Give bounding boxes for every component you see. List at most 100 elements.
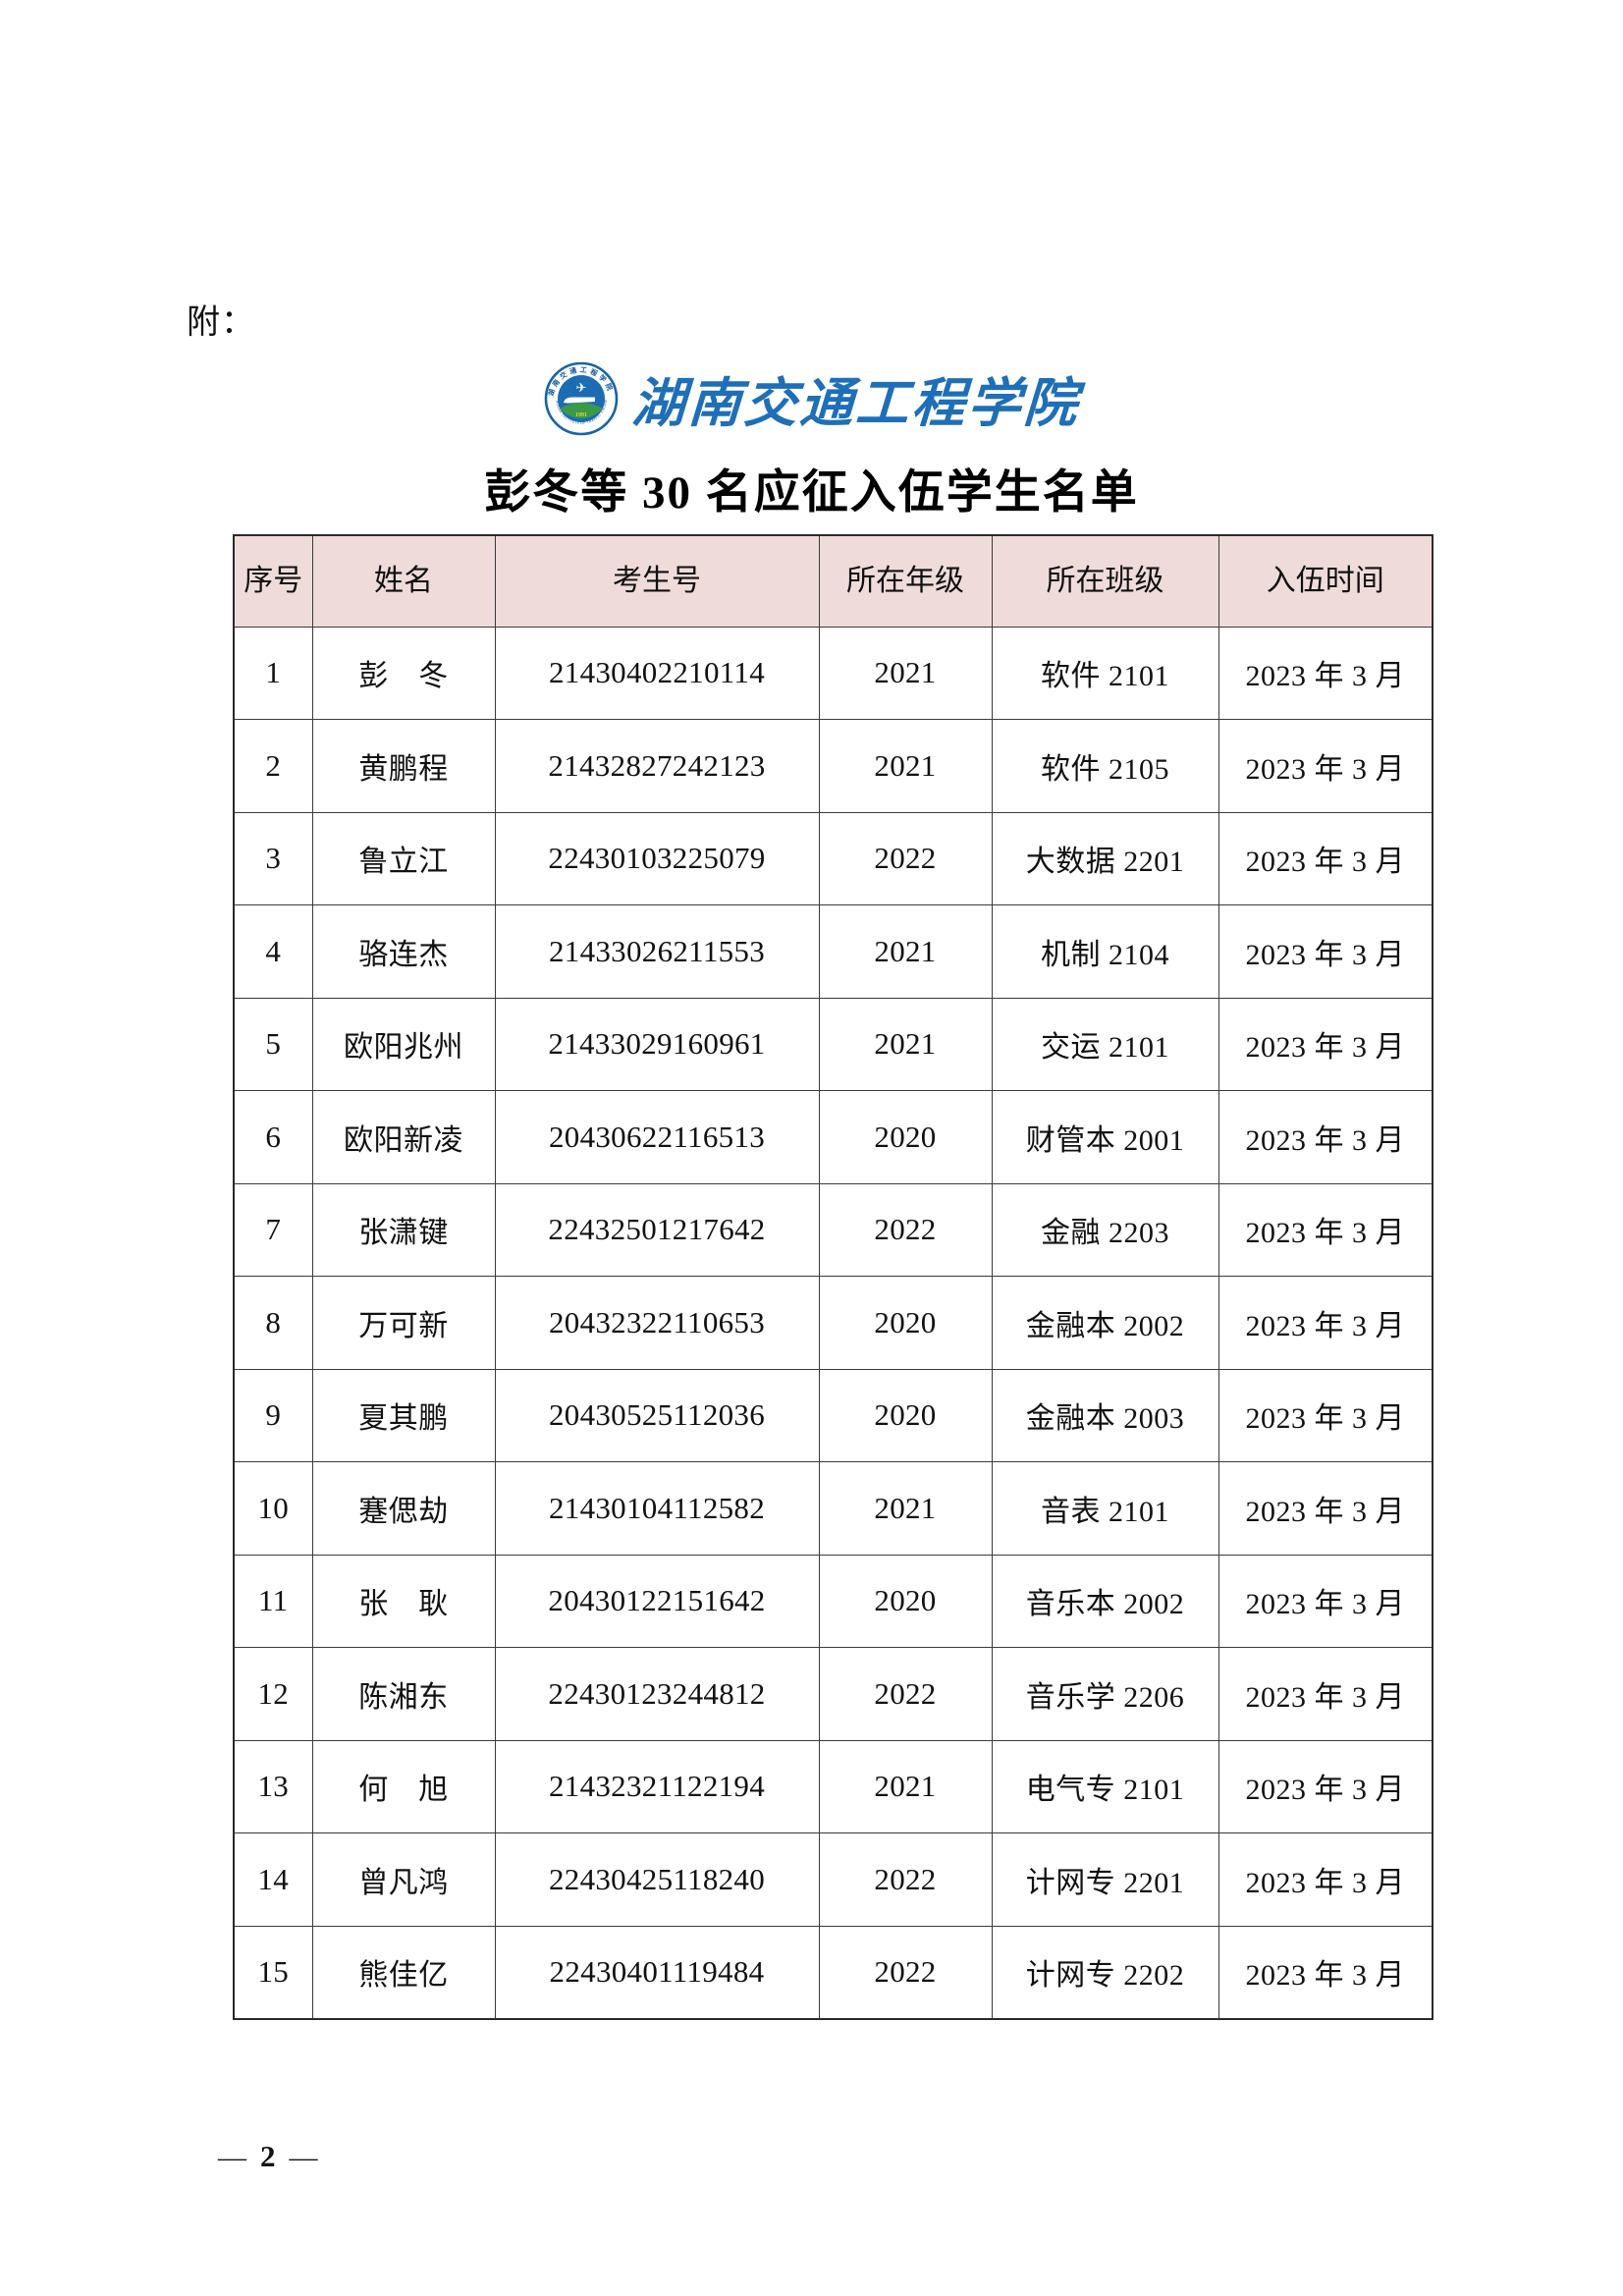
cell-class: 计网专 2201: [991, 1832, 1219, 1927]
plane-icon: ✈: [575, 381, 586, 396]
cell-enlist-time: 2023 年 3 月: [1217, 1090, 1434, 1184]
cell-exam-number: 21430104112582: [494, 1461, 820, 1556]
cell-serial-number: 8: [233, 1276, 313, 1370]
cell-class: 音乐本 2002: [991, 1554, 1219, 1648]
cell-student-name: 曾凡鸿: [311, 1832, 496, 1927]
cell-student-name: 欧阳兆州: [311, 997, 496, 1091]
cell-class: 金融本 2003: [991, 1368, 1219, 1462]
cell-class: 音乐学 2206: [991, 1647, 1219, 1741]
column-header: 所在年级: [818, 534, 993, 628]
cell-enlist-time: 2023 年 3 月: [1217, 1368, 1434, 1462]
cell-student-name: 欧阳新凌: [311, 1090, 496, 1184]
cell-serial-number: 4: [233, 904, 313, 999]
cell-serial-number: 15: [233, 1925, 313, 2019]
cell-class: 电气专 2101: [991, 1739, 1219, 1833]
cell-exam-number: 20430122151642: [494, 1554, 820, 1648]
cell-serial-number: 9: [233, 1368, 313, 1462]
cell-grade: 2021: [818, 1461, 993, 1556]
column-header: 考生号: [494, 534, 820, 628]
table-row: 8 万可新 20432322110653 2020 金融本 2002 2023 …: [233, 1276, 1434, 1370]
school-header: 湖南交通工程学院 HUNAN INSTITUTE OF TRAFFIC ENGI…: [0, 359, 1623, 437]
table-row: 9 夏其鹏 20430525112036 2020 金融本 2003 2023 …: [233, 1368, 1434, 1462]
cell-enlist-time: 2023 年 3 月: [1217, 997, 1434, 1091]
cell-grade: 2022: [818, 1647, 993, 1741]
cell-serial-number: 3: [233, 811, 313, 905]
school-name: 湖南交通工程学院: [629, 374, 1081, 433]
cell-serial-number: 13: [233, 1739, 313, 1833]
table-body: 1 彭 冬 21430402210114 2021 软件 2101 2023 年…: [233, 626, 1434, 2019]
cell-serial-number: 7: [233, 1182, 313, 1277]
cell-serial-number: 11: [233, 1554, 313, 1648]
table-row: 1 彭 冬 21430402210114 2021 软件 2101 2023 年…: [233, 626, 1434, 720]
cell-exam-number: 22430123244812: [494, 1647, 820, 1741]
logo-founding-year: 1991: [575, 412, 587, 418]
column-header: 入伍时间: [1217, 534, 1434, 628]
cell-exam-number: 20430622116513: [494, 1090, 820, 1184]
cell-serial-number: 10: [233, 1461, 313, 1556]
cell-enlist-time: 2023 年 3 月: [1217, 719, 1434, 813]
cell-exam-number: 21432321122194: [494, 1739, 820, 1833]
page-footer: — 2 —: [218, 2139, 318, 2174]
table-row: 14 曾凡鸿 22430425118240 2022 计网专 2201 2023…: [233, 1832, 1434, 1927]
table-row: 15 熊佳亿 22430401119484 2022 计网专 2202 2023…: [233, 1925, 1434, 2019]
table-row: 2 黄鹏程 21432827242123 2021 软件 2105 2023 年…: [233, 719, 1434, 813]
cell-enlist-time: 2023 年 3 月: [1217, 1739, 1434, 1833]
cell-student-name: 何 旭: [311, 1739, 496, 1833]
column-header: 序号: [233, 534, 313, 628]
cell-enlist-time: 2023 年 3 月: [1217, 1182, 1434, 1277]
column-header: 姓名: [311, 534, 496, 628]
table-row: 10 蹇偲劫 21430104112582 2021 音表 2101 2023 …: [233, 1461, 1434, 1556]
cell-student-name: 蹇偲劫: [311, 1461, 496, 1556]
table-row: 4 骆连杰 21433026211553 2021 机制 2104 2023 年…: [233, 904, 1434, 999]
cell-enlist-time: 2023 年 3 月: [1217, 1461, 1434, 1556]
cell-grade: 2021: [818, 1739, 993, 1833]
cell-student-name: 陈湘东: [311, 1647, 496, 1741]
cell-student-name: 鲁立江: [311, 811, 496, 905]
table-header: 序号 姓名 考生号 所在年级 所在班级 入伍时间: [233, 534, 1434, 628]
attachment-label: 附：: [187, 304, 255, 341]
cell-enlist-time: 2023 年 3 月: [1217, 626, 1434, 720]
roster-table-container: 序号 姓名 考生号 所在年级 所在班级 入伍时间: [233, 534, 1434, 2020]
cell-grade: 2020: [818, 1554, 993, 1648]
table-header-row: 序号 姓名 考生号 所在年级 所在班级 入伍时间: [233, 534, 1434, 628]
cell-class: 金融本 2002: [991, 1276, 1219, 1370]
cell-grade: 2021: [818, 719, 993, 813]
table-row: 11 张 耿 20430122151642 2020 音乐本 2002 2023…: [233, 1554, 1434, 1648]
cell-grade: 2021: [818, 904, 993, 999]
cell-enlist-time: 2023 年 3 月: [1217, 1647, 1434, 1741]
cell-grade: 2020: [818, 1090, 993, 1184]
cell-grade: 2022: [818, 811, 993, 905]
cell-class: 大数据 2201: [991, 811, 1219, 905]
cell-student-name: 张潇键: [311, 1182, 496, 1277]
footer-dash-right: —: [289, 2142, 318, 2173]
cell-student-name: 万可新: [311, 1276, 496, 1370]
cell-exam-number: 22430401119484: [494, 1925, 820, 2019]
school-logo-icon: 湖南交通工程学院 HUNAN INSTITUTE OF TRAFFIC ENGI…: [544, 361, 618, 435]
cell-class: 金融 2203: [991, 1182, 1219, 1277]
roster-table: 序号 姓名 考生号 所在年级 所在班级 入伍时间: [233, 534, 1434, 2020]
cell-serial-number: 6: [233, 1090, 313, 1184]
cell-student-name: 熊佳亿: [311, 1925, 496, 2019]
cell-enlist-time: 2023 年 3 月: [1217, 811, 1434, 905]
cell-student-name: 彭 冬: [311, 626, 496, 720]
cell-serial-number: 1: [233, 626, 313, 720]
cell-grade: 2021: [818, 997, 993, 1091]
cell-exam-number: 20432322110653: [494, 1276, 820, 1370]
cell-class: 财管本 2001: [991, 1090, 1219, 1184]
cell-enlist-time: 2023 年 3 月: [1217, 904, 1434, 999]
cell-student-name: 夏其鹏: [311, 1368, 496, 1462]
table-row: 12 陈湘东 22430123244812 2022 音乐学 2206 2023…: [233, 1647, 1434, 1741]
logo-green-field: [559, 402, 603, 418]
cell-exam-number: 21433026211553: [494, 904, 820, 999]
cell-class: 机制 2104: [991, 904, 1219, 999]
column-header: 所在班级: [991, 534, 1219, 628]
cell-exam-number: 22430425118240: [494, 1832, 820, 1927]
cell-exam-number: 21430402210114: [494, 626, 820, 720]
cell-student-name: 骆连杰: [311, 904, 496, 999]
cell-enlist-time: 2023 年 3 月: [1217, 1925, 1434, 2019]
cell-class: 音表 2101: [991, 1461, 1219, 1556]
table-row: 13 何 旭 21432321122194 2021 电气专 2101 2023…: [233, 1739, 1434, 1833]
page-number: 2: [260, 2139, 276, 2173]
cell-serial-number: 2: [233, 719, 313, 813]
